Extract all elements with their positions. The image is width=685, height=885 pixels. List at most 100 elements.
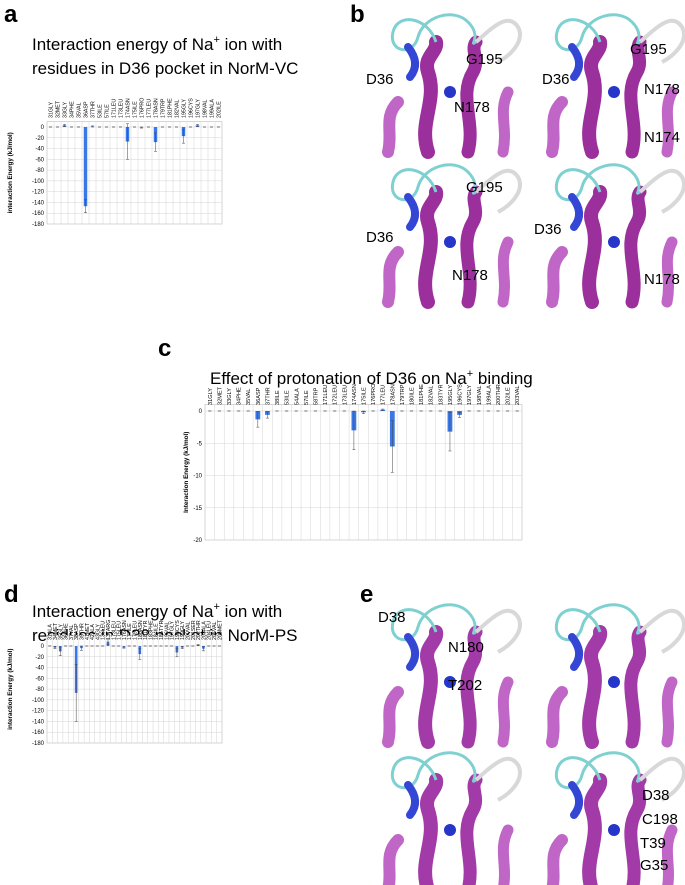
loop	[554, 751, 641, 790]
error-bar	[362, 410, 365, 414]
x-tick-label: 196VAL	[164, 621, 170, 640]
error-bar	[74, 664, 78, 722]
x-tick-label: 31GLY	[208, 388, 214, 405]
error-bar	[53, 646, 57, 649]
helix	[497, 676, 514, 748]
x-tick-label: 37THR	[91, 101, 97, 118]
residue-label: N178	[644, 81, 680, 98]
x-tick-label: 202ILE	[506, 387, 512, 405]
error-bar	[180, 646, 184, 649]
error-bar	[201, 646, 205, 652]
helix	[497, 236, 514, 308]
x-tick-label: 197GLY	[170, 620, 176, 640]
x-tick-label: 202ILE	[217, 101, 223, 118]
helix	[661, 236, 678, 308]
title-sup: +	[213, 34, 219, 46]
x-tick-label: 38ASP	[74, 623, 80, 640]
error-bar	[79, 645, 83, 651]
x-tick-label: 177LEU	[381, 385, 387, 405]
helix	[546, 96, 568, 158]
titles: Interaction energy of Na+ ion with resid…	[32, 34, 533, 645]
x-tick-label: 57ILE	[105, 104, 111, 118]
x-tick-label: 203ALA	[201, 621, 207, 640]
x-tick-label: 36ASP	[84, 101, 90, 118]
panel-label: a	[4, 1, 18, 28]
error-bar	[381, 408, 385, 411]
structure-render: D36 G195 N178	[366, 13, 522, 159]
residue-label: N178	[454, 99, 490, 116]
ion	[608, 86, 620, 98]
x-tick-label: 175ILE	[362, 387, 368, 405]
helix	[382, 686, 404, 748]
structure-render: G195 D36 N178	[366, 163, 522, 309]
residue-label: D36	[366, 71, 394, 88]
residue-label: T202	[448, 677, 482, 694]
helix-short	[404, 633, 419, 671]
structure-images: D36G195N178D36G195N178N174G195D36N178D36…	[366, 13, 685, 885]
y-tick-label: -40	[35, 147, 44, 153]
x-tick-label: 177ILE	[127, 623, 133, 640]
helix	[624, 773, 647, 885]
y-tick-label: -15	[193, 506, 202, 512]
x-tick-label: 180ILE	[410, 387, 416, 405]
helix	[582, 773, 608, 885]
y-tick-label: -100	[32, 698, 45, 704]
helix	[624, 185, 647, 309]
y-tick-label: -80	[35, 687, 44, 693]
y-tick-label: 0	[199, 409, 203, 415]
ion	[444, 236, 456, 248]
x-tick-label: 35GLY	[58, 623, 64, 640]
x-tick-label: 57ILE	[304, 390, 310, 405]
x-tick-label: 178ASN	[154, 98, 160, 118]
panel-label: c	[158, 335, 171, 362]
x-tick-label: 175ILE	[133, 101, 139, 118]
y-axis-label: interaction Energy (kJ/mol)	[7, 132, 14, 213]
bar-chart: 0 -20 -40 -60 -80 -100 -120 -140 -160 -180 interac…	[7, 98, 223, 228]
error-bar	[63, 124, 66, 127]
x-tick-label: 41MET	[85, 622, 91, 640]
x-tick-label: 177LEU	[147, 99, 153, 118]
x-tick-label: 201SER	[191, 620, 197, 640]
error-bar	[390, 420, 394, 473]
x-tick-label: 178ASN	[390, 384, 396, 405]
helix-short	[404, 193, 419, 231]
helix	[382, 96, 404, 158]
residue-label: G35	[640, 857, 668, 874]
x-tick-label: 181PHE	[168, 98, 174, 118]
x-tick-label: 37VAL	[69, 624, 75, 640]
x-tick-label: 198CYS	[175, 620, 181, 640]
x-tick-label: 196CYS	[189, 98, 195, 118]
x-tick-label: 53ILE	[285, 390, 291, 405]
x-tick-label: 200THR	[496, 384, 502, 405]
ion	[608, 676, 620, 688]
chart-title: Interaction energy of Na+ ion with	[32, 601, 282, 621]
x-tick-label: 176PRO	[371, 383, 377, 405]
structure-render	[546, 603, 685, 749]
helix	[382, 834, 404, 885]
y-tick-label: -160	[32, 211, 45, 217]
x-tick-label: 176ASN	[122, 620, 128, 640]
error-bar	[448, 412, 452, 452]
loop	[474, 756, 522, 802]
y-tick-label: -5	[197, 441, 203, 447]
x-tick-label: 179TRP	[161, 98, 167, 118]
y-tick-label: -80	[35, 168, 44, 174]
y-tick-label: -120	[32, 709, 45, 715]
loop	[554, 13, 641, 52]
y-tick-label: -120	[32, 190, 45, 196]
y-tick-label: -20	[35, 136, 44, 142]
x-tick-label: 181TYR	[143, 620, 149, 640]
loop	[554, 603, 641, 642]
error-bar	[140, 126, 143, 129]
x-tick-label: 54ALA	[294, 388, 300, 405]
x-tick-label: 136LEU	[101, 621, 107, 640]
title-sup: +	[467, 368, 473, 380]
loop	[474, 18, 522, 64]
panel-label: d	[4, 581, 19, 608]
chart-title: residues in D36 pocket in NorM-VC	[32, 59, 298, 78]
x-tick-label: 198VAL	[203, 99, 209, 118]
x-tick-label: 183PHE	[148, 620, 154, 640]
x-tick-label: 137ARG	[106, 620, 112, 640]
helix	[661, 676, 678, 748]
y-tick-label: -40	[35, 666, 44, 672]
